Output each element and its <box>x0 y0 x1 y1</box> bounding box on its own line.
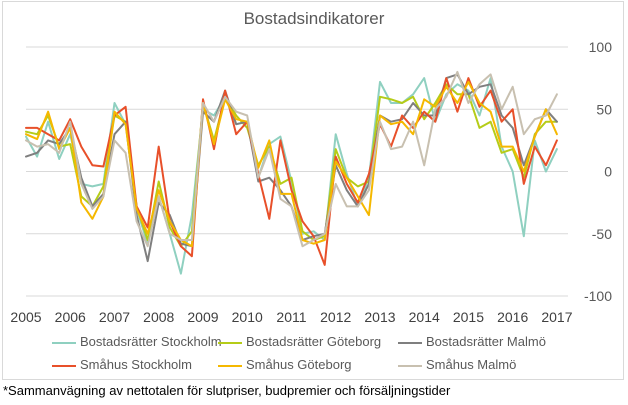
legend-swatch <box>218 341 242 344</box>
legend-label: Småhus Göteborg <box>246 357 352 372</box>
x-tick-label: 2007 <box>99 309 130 325</box>
legend-label: Bostadsrätter Göteborg <box>246 334 382 349</box>
x-tick-label: 2013 <box>364 309 395 325</box>
legend-label: Småhus Malmö <box>426 357 517 372</box>
legend-label: Bostadsrätter Malmö <box>426 334 546 349</box>
x-tick-label: 2006 <box>55 309 86 325</box>
chart-plot: 100 50 0 -50 -100 2005 2006 2007 2008 2009 2010 201… <box>10 39 613 325</box>
chart-title: Bostadsindikatorer <box>243 9 385 28</box>
y-tick-label: 100 <box>589 39 613 55</box>
x-tick-label: 2017 <box>541 309 572 325</box>
legend-swatch <box>218 364 242 367</box>
footnote: *Sammanvägning av nettotalen för slutpri… <box>3 383 451 398</box>
legend-item-5: Småhus Göteborg <box>218 357 352 372</box>
x-tick-label: 2012 <box>320 309 351 325</box>
legend-item-6: Småhus Malmö <box>398 357 516 372</box>
chart-frame <box>2 1 624 380</box>
x-tick-label: 2015 <box>453 309 484 325</box>
y-tick-label: 0 <box>604 164 612 180</box>
series-line-5 <box>25 80 558 248</box>
x-tick-label: 2010 <box>232 309 263 325</box>
legend-swatch <box>52 341 76 344</box>
legend-label: Bostadsrätter Stockholm <box>80 334 222 349</box>
legend-label: Småhus Stockholm <box>80 357 192 372</box>
x-tick-label: 2016 <box>497 309 528 325</box>
legend-item-4: Småhus Stockholm <box>52 357 192 372</box>
x-tick-label: 2008 <box>143 309 174 325</box>
series-line-6 <box>25 70 558 248</box>
x-tick-label: 2005 <box>10 309 41 325</box>
legend-item-3: Bostadsrätter Malmö <box>398 334 546 349</box>
y-tick-label: -50 <box>592 226 612 242</box>
x-tick-label: 2011 <box>276 309 306 325</box>
x-tick-label: 2009 <box>187 309 218 325</box>
legend-item-2: Bostadsrätter Göteborg <box>218 334 381 349</box>
legend-swatch <box>398 364 422 367</box>
legend-item-1: Bostadsrätter Stockholm <box>52 334 222 349</box>
legend-swatch <box>52 364 76 367</box>
legend-swatch <box>398 341 422 344</box>
y-tick-label: -100 <box>584 288 612 304</box>
y-tick-label: 50 <box>596 101 612 117</box>
x-tick-label: 2014 <box>409 309 440 325</box>
